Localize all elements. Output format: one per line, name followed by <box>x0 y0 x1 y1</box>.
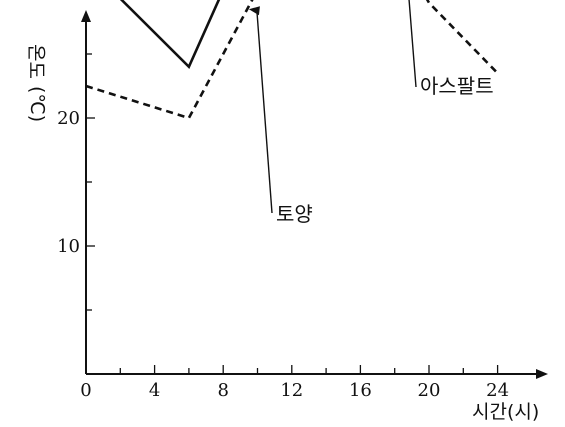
ticks: 048121620241020304050 <box>57 0 509 401</box>
series-label-asphalt: 아스팔트 <box>420 74 494 98</box>
y-tick-label: 10 <box>57 236 80 257</box>
x-tick-label: 24 <box>486 380 509 401</box>
x-tick-label: 20 <box>418 380 441 401</box>
y-axis-unit: (℃) <box>26 86 48 122</box>
series-line-asphalt <box>119 0 221 70</box>
x-axis-label: 시간(시) <box>472 401 539 423</box>
y-axis-arrow <box>81 10 91 22</box>
x-tick-label: 16 <box>349 380 372 401</box>
series-label-soil: 토양 <box>276 202 313 226</box>
soil-leader-line <box>256 11 273 214</box>
x-axis-arrow <box>536 369 548 379</box>
x-tick-label: 0 <box>80 380 91 401</box>
series-line-soil <box>85 0 499 120</box>
y-tick-label: 20 <box>57 108 80 129</box>
series <box>85 0 499 120</box>
asphalt-leader-line <box>408 0 417 88</box>
y-axis-label: 온도 <box>25 44 47 79</box>
x-tick-label: 8 <box>217 380 228 401</box>
x-tick-label: 12 <box>280 380 303 401</box>
x-tick-label: 4 <box>149 380 160 401</box>
axes <box>81 10 548 379</box>
soil-leader-arrow <box>248 6 260 16</box>
y-tick-label: 30 <box>57 0 80 1</box>
